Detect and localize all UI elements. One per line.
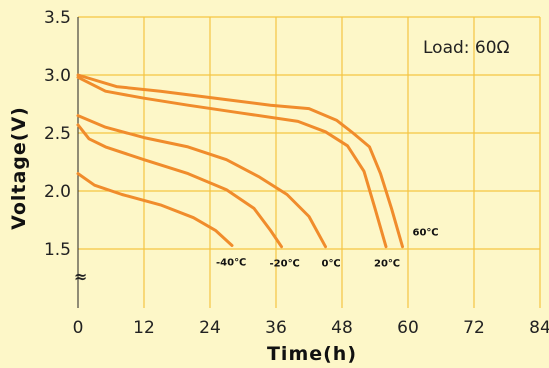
series-line-3 [76,114,327,249]
series-line-4 [76,75,388,249]
grid-lines [78,16,541,308]
y-tick-label: 2.0 [44,182,71,202]
series-line-2 [76,123,283,249]
y-tick-label: 2.5 [44,124,71,144]
x-tick-label: 72 [463,318,485,338]
x-tick-label: 24 [199,318,221,338]
series-label: 0℃ [322,259,341,270]
y-tick-label: 1.5 [44,240,71,260]
x-axis-title: Time(h) [267,343,357,365]
series-labels: -40℃ -20℃ 0℃ 20℃ 60℃ [216,228,439,270]
x-tick-label: 36 [265,318,287,338]
series-label: -40℃ [216,258,246,269]
series-lines [76,73,404,249]
y-tick-label: 3.0 [44,66,71,86]
x-tick-label: 0 [73,318,84,338]
x-tick-label: 84 [529,318,549,338]
x-tick-label: 48 [331,318,353,338]
y-tick-label: 3.5 [44,8,71,28]
y-axis-title: Voltage(V) [8,106,30,230]
series-line-5 [76,73,404,249]
series-label: 20℃ [374,259,400,270]
x-tick-label: 12 [133,318,155,338]
y-tick-labels: 1.5 2.0 2.5 3.0 3.5 [44,8,71,260]
axis-break-mark: ≈ [74,267,87,286]
series-label: 60℃ [413,228,439,239]
load-annotation: Load: 60Ω [423,38,510,58]
x-tick-label: 60 [397,318,419,338]
series-label: -20℃ [270,259,300,270]
x-tick-labels: 0 12 24 36 48 60 72 84 [73,318,549,338]
series-line-1 [76,172,234,247]
